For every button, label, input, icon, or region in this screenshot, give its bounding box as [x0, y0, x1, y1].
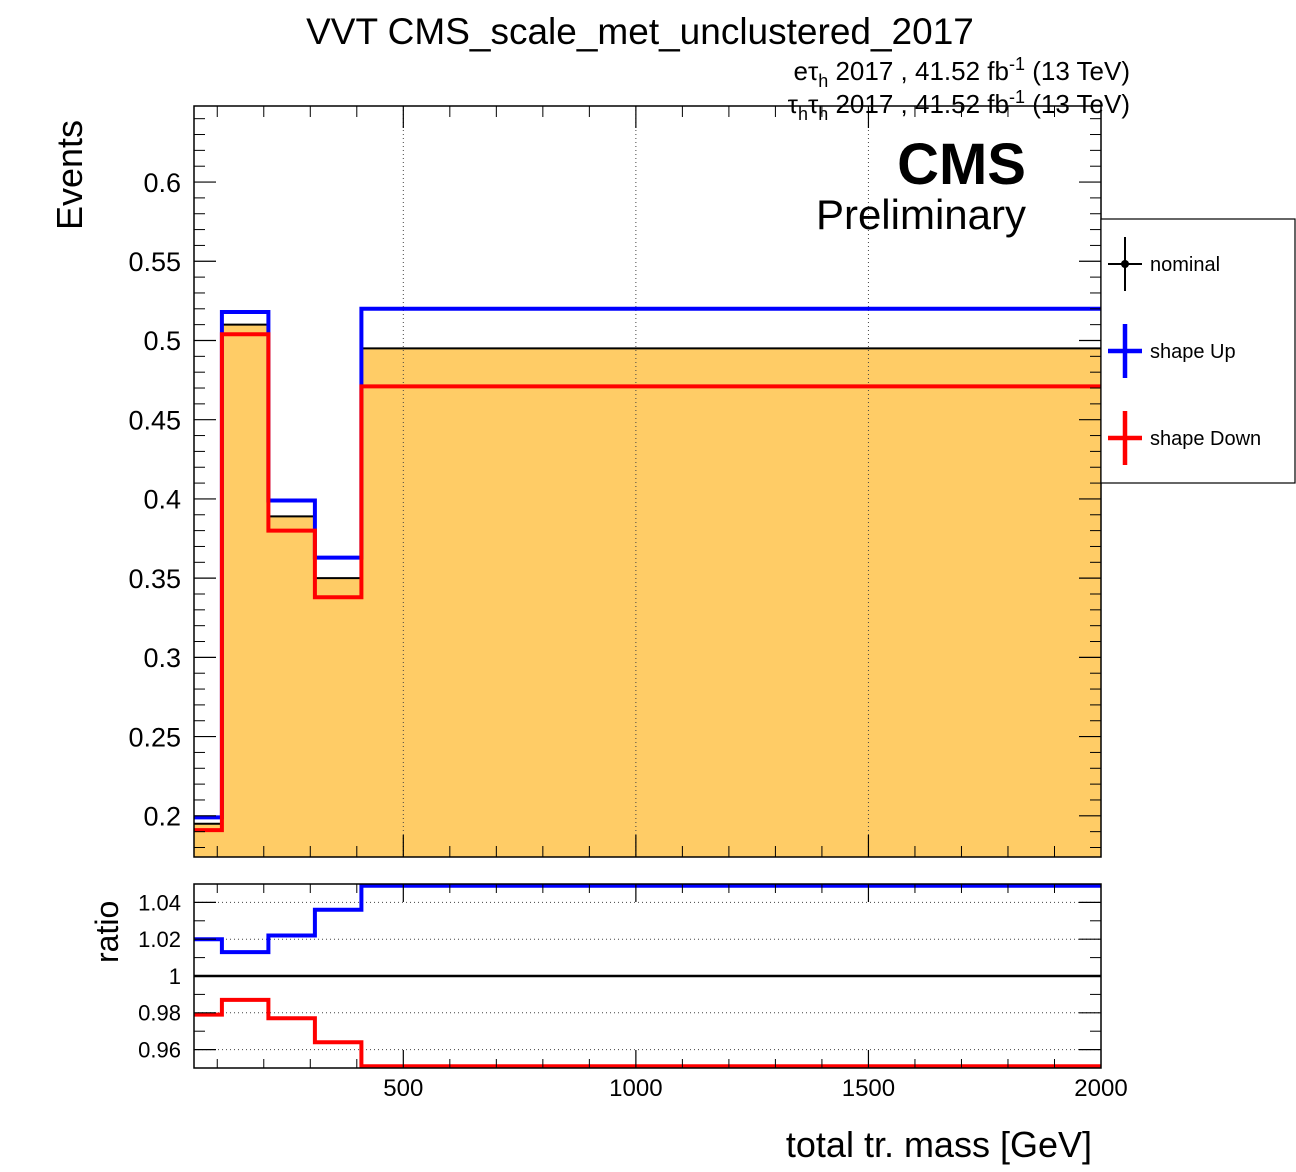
y-tick-label: 0.25	[128, 722, 181, 752]
y-tick-label: 0.6	[143, 168, 181, 198]
y-tick-label: 0.45	[128, 405, 181, 435]
legend-entry-shape-down: shape Down	[1108, 411, 1261, 465]
x-tick-label: 2000	[1074, 1075, 1127, 1102]
chart-title: VVT CMS_scale_met_unclustered_2017	[306, 11, 974, 52]
cms-label: CMS	[897, 132, 1026, 197]
lumi-line-1: eτh 2017 , 41.52 fb-1 (13 TeV)	[794, 54, 1131, 91]
nominal-fill-area	[194, 324, 1101, 857]
y-tick-label: 0.55	[128, 247, 181, 277]
x-tick-label: 500	[383, 1075, 423, 1102]
shape-up-series-line	[194, 884, 1101, 955]
ratio-y-axis-label: ratio	[89, 901, 125, 963]
x-tick-label: 1000	[609, 1075, 662, 1102]
y-tick-label: 1.04	[138, 890, 181, 915]
y-tick-label: 0.3	[143, 643, 181, 673]
legend: nominal shape Up shape Down	[1100, 218, 1296, 484]
x-axis-label: total tr. mass [GeV]	[786, 1124, 1092, 1165]
y-tick-label: 1	[169, 964, 181, 989]
y-tick-label: 0.96	[138, 1038, 181, 1063]
y-tick-label: 0.4	[143, 485, 181, 515]
ratio-plot: 0.96 0.98 1 1.02 1.04 500 1000 1500 2000	[138, 883, 1128, 1102]
legend-marker-dot	[1121, 260, 1129, 268]
legend-label: nominal	[1150, 254, 1220, 276]
y-tick-label: 0.5	[143, 326, 181, 356]
cms-sublabel: Preliminary	[816, 191, 1026, 238]
y-tick-label: 0.98	[138, 1001, 181, 1026]
y-tick-label: 0.35	[128, 564, 181, 594]
x-tick-label: 1500	[842, 1075, 895, 1102]
shape-down-series-line	[194, 997, 1101, 1068]
main-y-axis-label: Events	[49, 120, 90, 230]
y-tick-label: 0.2	[143, 802, 181, 832]
legend-entry-shape-up: shape Up	[1108, 324, 1236, 378]
legend-entry-nominal: nominal	[1108, 237, 1220, 291]
shape-down-series-line	[194, 332, 1101, 833]
y-tick-label: 1.02	[138, 927, 181, 952]
lumi-line-2: τhτh 2017 , 41.52 fb-1 (13 TeV)	[788, 87, 1130, 124]
legend-label: shape Down	[1150, 428, 1261, 450]
legend-label: shape Up	[1150, 341, 1236, 363]
main-plot: 0.2 0.25 0.3 0.35 0.4 0.45 0.5 0.55 0.6	[128, 105, 1102, 858]
